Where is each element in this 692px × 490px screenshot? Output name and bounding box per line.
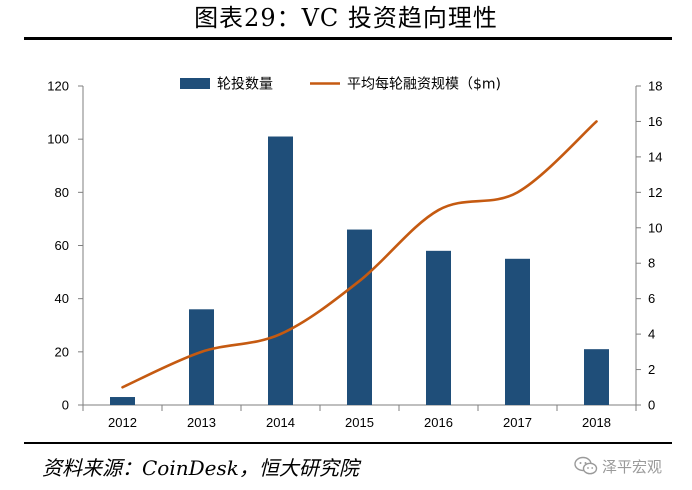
y-tick-label-right: 16 [648,114,662,129]
legend-label-line: 平均每轮融资规模（$m) [347,77,501,93]
y-tick-label-right: 0 [648,398,655,413]
bar [268,136,293,405]
source-note: 资料来源：CoinDesk，恒大研究院 [42,456,359,480]
bar [584,349,609,405]
y-tick-label-left: 60 [55,238,69,253]
y-tick-label-right: 14 [648,149,662,164]
series-line [121,120,598,389]
bar [426,250,451,405]
y-tick-label-right: 8 [648,256,655,271]
watermark-label: 泽平宏观 [602,457,663,476]
wechat-icon [574,456,598,475]
bar [505,258,530,405]
bar [347,229,372,405]
y-tick-label-left: 20 [55,344,69,359]
bar [189,309,214,405]
figure-title: 图表29：VC 投资趋向理性 [194,4,498,32]
y-tick-label-right: 6 [648,291,655,306]
y-tick-label-right: 2 [648,362,655,377]
y-tick-label-left: 80 [55,185,69,200]
watermark: 泽平宏观 [574,452,684,480]
bottom-rule [24,442,672,444]
legend-label-bar: 轮投数量 [217,77,273,93]
x-tick-label: 2013 [187,415,216,430]
y-tick-label-right: 18 [648,79,662,94]
legend-swatch-bar [180,78,210,89]
y-tick-label-left: 0 [62,398,69,413]
x-tick-label: 2017 [503,415,532,430]
y-tick-label-left: 120 [47,79,69,94]
x-tick-label: 2012 [108,415,137,430]
y-tick-label-left: 40 [55,291,69,306]
y-tick-label-right: 12 [648,185,662,200]
y-tick-label-right: 10 [648,220,662,235]
top-rule [24,37,672,40]
y-tick-label-left: 100 [47,132,69,147]
x-tick-label: 2016 [424,415,453,430]
bar [110,397,135,405]
chart: 0 20 40 60 80 100 120 0 2 4 6 8 10 12 14 16 18 2012 2013 20… [47,77,662,431]
x-tick-label: 2015 [345,415,374,430]
y-tick-label-right: 4 [648,327,655,342]
x-tick-label: 2014 [266,415,295,430]
x-tick-label: 2018 [582,415,611,430]
